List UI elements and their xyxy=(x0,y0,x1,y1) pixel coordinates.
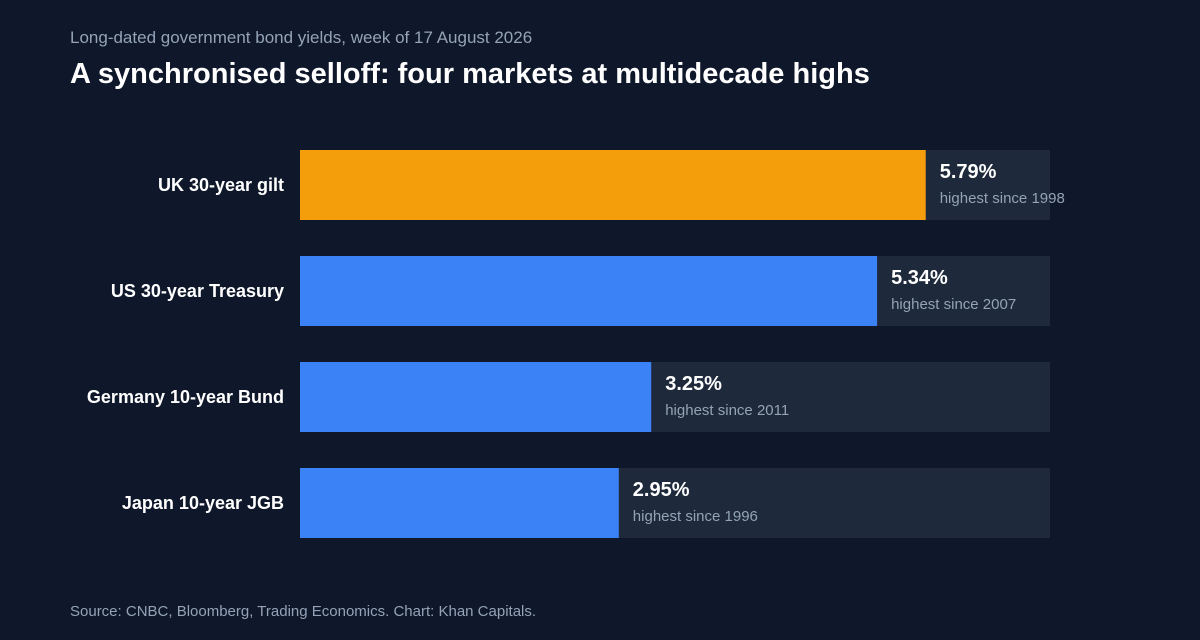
category-label: Germany 10-year Bund xyxy=(87,387,284,407)
bar xyxy=(300,256,878,326)
bar xyxy=(300,362,652,432)
value-label: 5.34% xyxy=(891,267,948,289)
annotation-label: highest since 2011 xyxy=(665,402,789,419)
bar xyxy=(300,468,619,538)
bar xyxy=(300,150,926,220)
source-note: Source: CNBC, Bloomberg, Trading Economi… xyxy=(70,603,537,620)
value-label: 3.25% xyxy=(665,373,722,395)
value-label: 2.95% xyxy=(633,479,690,501)
annotation-label: highest since 2007 xyxy=(891,296,1016,313)
chart-title: A synchronised selloff: four markets at … xyxy=(70,58,870,90)
annotation-label: highest since 1996 xyxy=(633,508,758,525)
category-label: US 30-year Treasury xyxy=(111,281,284,301)
category-label: Japan 10-year JGB xyxy=(122,493,284,513)
value-label: 5.79% xyxy=(940,161,997,183)
annotation-label: highest since 1998 xyxy=(940,190,1065,207)
chart-subtitle: Long-dated government bond yields, week … xyxy=(70,28,533,47)
category-label: UK 30-year gilt xyxy=(158,175,284,195)
